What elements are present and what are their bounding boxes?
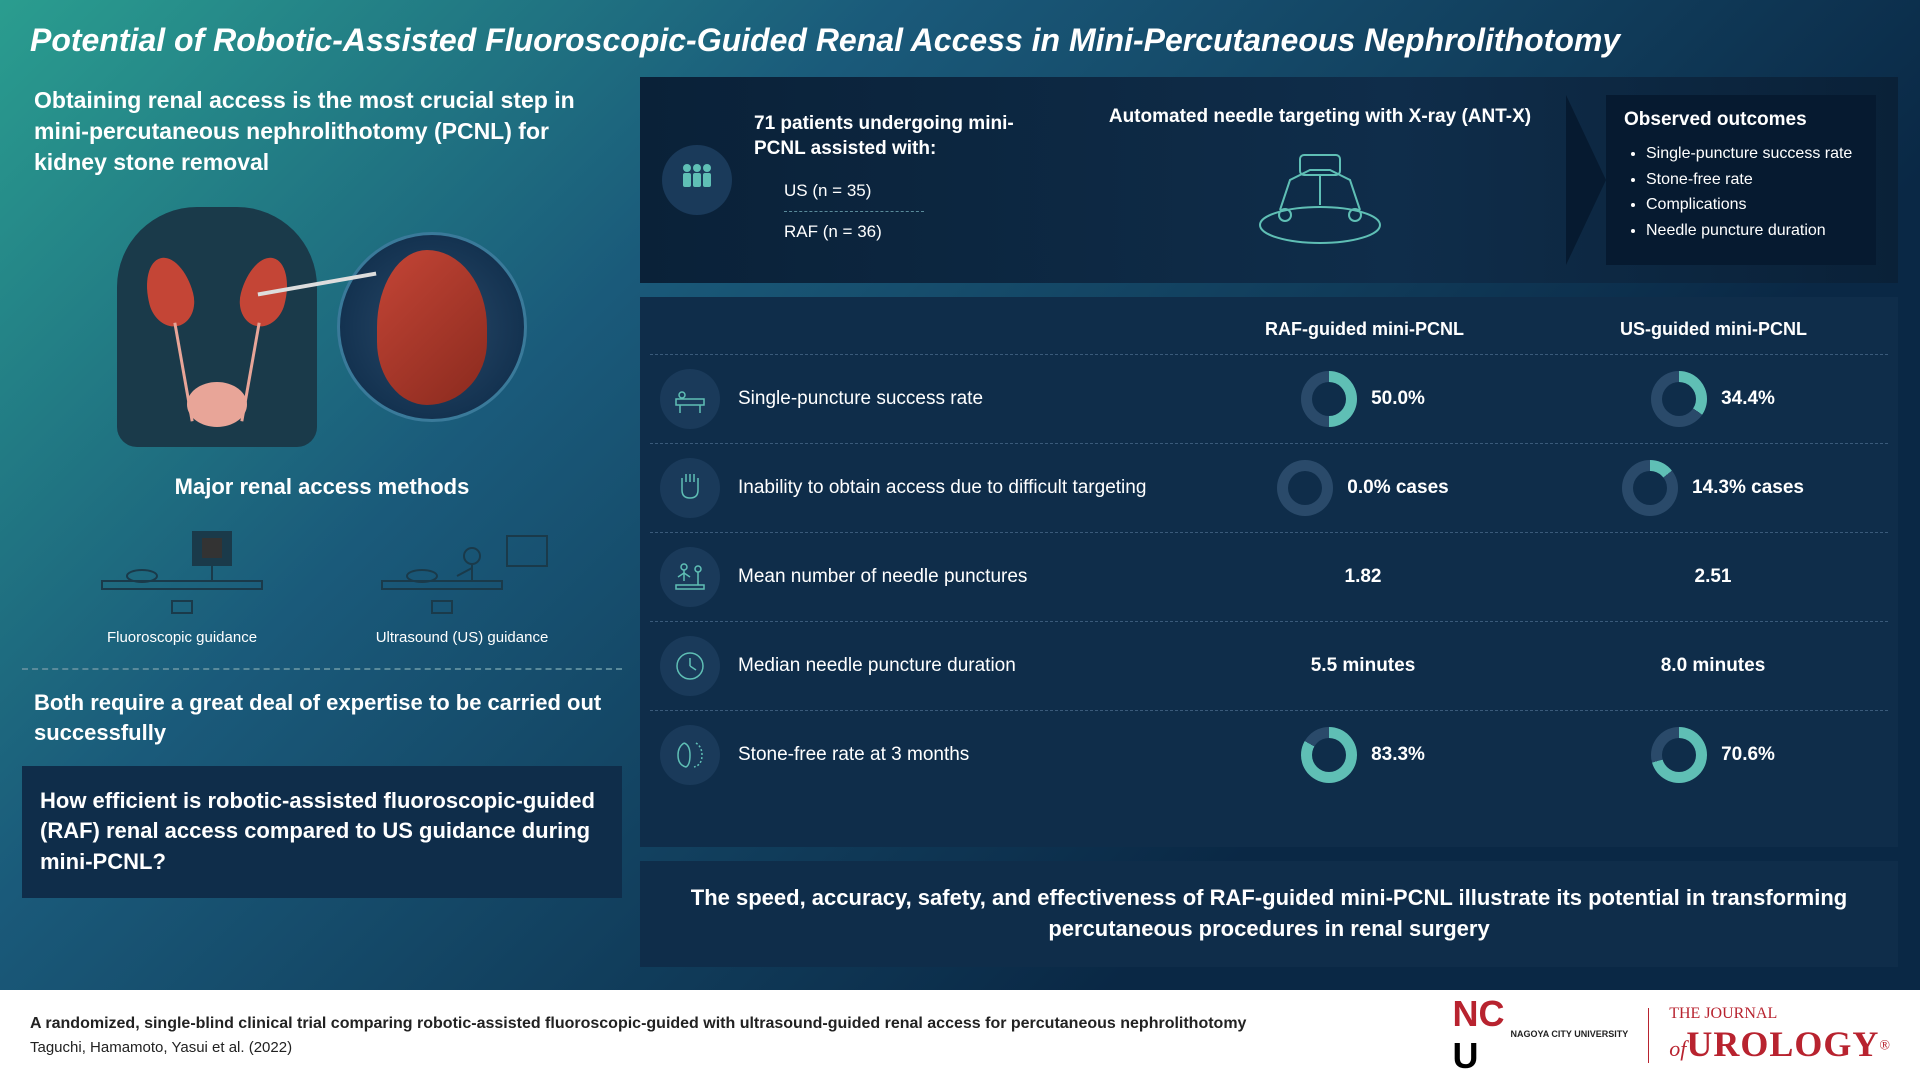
raf-value: 1.82 bbox=[1188, 566, 1538, 588]
col-raf: RAF-guided mini-PCNL bbox=[1190, 319, 1539, 340]
patients-title: 71 patients undergoing mini-PCNL assiste… bbox=[754, 112, 1034, 161]
us-value: 34.4% bbox=[1538, 371, 1888, 427]
fluoroscopic-icon bbox=[92, 526, 272, 616]
table-row: Single-puncture success rate 50.0% 34.4% bbox=[650, 354, 1888, 443]
main-content: Obtaining renal access is the most cruci… bbox=[0, 77, 1920, 967]
intro-text: Obtaining renal access is the most cruci… bbox=[22, 77, 622, 192]
outcome-item: Complications bbox=[1646, 192, 1858, 218]
outcomes-list: Single-puncture success rate Stone-free … bbox=[1624, 141, 1858, 243]
journal-name: UROLOGY bbox=[1686, 1024, 1879, 1064]
row-icon bbox=[660, 458, 720, 518]
group-us: US (n = 35) bbox=[784, 175, 1034, 207]
journal-logo: THE JOURNAL ofUROLOGY® bbox=[1669, 1005, 1890, 1065]
method2-label: Ultrasound (US) guidance bbox=[342, 629, 582, 646]
method-fluoroscopic: Fluoroscopic guidance bbox=[62, 518, 302, 646]
table-row: Median needle puncture duration 5.5 minu… bbox=[650, 621, 1888, 710]
expertise-text: Both require a great deal of expertise t… bbox=[22, 670, 622, 765]
row-icon bbox=[660, 369, 720, 429]
patients-icon bbox=[662, 145, 732, 215]
kidney-diagram bbox=[22, 192, 622, 462]
row-icon bbox=[660, 725, 720, 785]
antx-robot-icon bbox=[1240, 140, 1400, 250]
row-label: Single-puncture success rate bbox=[738, 387, 1188, 412]
torso-illustration bbox=[117, 207, 317, 447]
footer-study-title: A randomized, single-blind clinical tria… bbox=[30, 1014, 1453, 1035]
outcome-item: Stone-free rate bbox=[1646, 167, 1858, 193]
raf-value: 0.0% cases bbox=[1188, 460, 1538, 516]
ultrasound-icon bbox=[372, 526, 552, 616]
study-design-box: 71 patients undergoing mini-PCNL assiste… bbox=[640, 77, 1898, 283]
left-column: Obtaining renal access is the most cruci… bbox=[22, 77, 622, 967]
us-value: 8.0 minutes bbox=[1538, 655, 1888, 677]
right-column: 71 patients undergoing mini-PCNL assiste… bbox=[640, 77, 1898, 967]
ncu-text: NAGOYA CITY UNIVERSITY bbox=[1511, 1030, 1629, 1040]
group-raf: RAF (n = 36) bbox=[784, 216, 1034, 248]
outcomes-title: Observed outcomes bbox=[1624, 109, 1858, 131]
kidney-zoom-illustration bbox=[337, 232, 527, 422]
method1-label: Fluoroscopic guidance bbox=[62, 629, 302, 646]
ncu-logo: NCU NAGOYA CITY UNIVERSITY bbox=[1453, 993, 1629, 1077]
raf-value: 83.3% bbox=[1188, 727, 1538, 783]
footer-logos: NCU NAGOYA CITY UNIVERSITY THE JOURNAL o… bbox=[1453, 993, 1890, 1077]
row-label: Median needle puncture duration bbox=[738, 654, 1188, 679]
us-value: 2.51 bbox=[1538, 566, 1888, 588]
table-row: Stone-free rate at 3 months 83.3% 70.6% bbox=[650, 710, 1888, 799]
row-label: Mean number of needle punctures bbox=[738, 565, 1188, 590]
row-icon bbox=[660, 636, 720, 696]
outcome-item: Needle puncture duration bbox=[1646, 218, 1858, 244]
raf-value: 5.5 minutes bbox=[1188, 655, 1538, 677]
outcomes-block: Observed outcomes Single-puncture succes… bbox=[1606, 95, 1876, 265]
method-ultrasound: Ultrasound (US) guidance bbox=[342, 518, 582, 646]
question-box: How efficient is robotic-assisted fluoro… bbox=[22, 766, 622, 898]
row-label: Inability to obtain access due to diffic… bbox=[738, 476, 1188, 501]
row-label: Stone-free rate at 3 months bbox=[738, 743, 1188, 768]
table-row: Inability to obtain access due to diffic… bbox=[650, 443, 1888, 532]
table-header: RAF-guided mini-PCNL US-guided mini-PCNL bbox=[650, 311, 1888, 354]
journal-of: of bbox=[1669, 1036, 1686, 1061]
us-value: 14.3% cases bbox=[1538, 460, 1888, 516]
us-value: 70.6% bbox=[1538, 727, 1888, 783]
table-row: Mean number of needle punctures 1.82 2.5… bbox=[650, 532, 1888, 621]
raf-value: 50.0% bbox=[1188, 371, 1538, 427]
antx-title: Automated needle targeting with X-ray (A… bbox=[1056, 106, 1584, 128]
conclusion-box: The speed, accuracy, safety, and effecti… bbox=[640, 861, 1898, 967]
footer: A randomized, single-blind clinical tria… bbox=[0, 990, 1920, 1080]
col-us: US-guided mini-PCNL bbox=[1539, 319, 1888, 340]
patients-block: 71 patients undergoing mini-PCNL assiste… bbox=[754, 112, 1034, 248]
methods-title: Major renal access methods bbox=[22, 462, 622, 508]
results-table: RAF-guided mini-PCNL US-guided mini-PCNL… bbox=[640, 297, 1898, 847]
journal-the: THE JOURNAL bbox=[1669, 1005, 1890, 1023]
antx-block: Automated needle targeting with X-ray (A… bbox=[1056, 106, 1584, 255]
row-icon bbox=[660, 547, 720, 607]
page-title: Potential of Robotic-Assisted Fluoroscop… bbox=[0, 0, 1920, 77]
outcome-item: Single-puncture success rate bbox=[1646, 141, 1858, 167]
methods-row: Fluoroscopic guidance Ultrasound (US) gu… bbox=[22, 508, 622, 670]
footer-authors: Taguchi, Hamamoto, Yasui et al. (2022) bbox=[30, 1039, 1453, 1056]
